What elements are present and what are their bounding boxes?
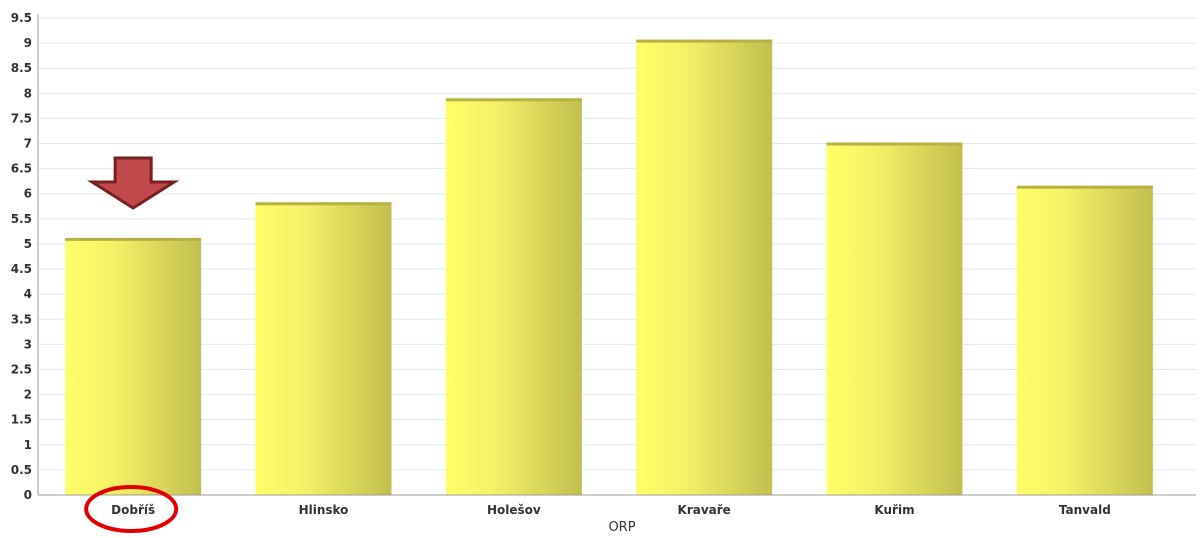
x-tick-label: Hlinsko [299, 503, 349, 517]
bar-top-edge [1016, 185, 1153, 189]
gridlines [38, 17, 1196, 471]
x-tick-labels: Dobříš Hlinsko Holešov Kravaře Kuřim Tanvald [111, 503, 1111, 517]
bars [65, 39, 1153, 496]
y-tick-label: 4 [24, 287, 32, 301]
y-tick-label: 1 [24, 438, 32, 452]
y-tick-label: 4.5 [11, 262, 32, 276]
bar [65, 237, 202, 495]
y-tick-label: 0.5 [11, 463, 32, 477]
x-tick-label: Holešov [487, 503, 541, 517]
bar [636, 39, 773, 496]
bar [826, 142, 963, 496]
bar [255, 202, 392, 495]
y-tick-label: 8.5 [11, 61, 32, 75]
axes [37, 14, 1196, 496]
x-axis-title: ORP [608, 520, 635, 535]
x-tick-label: Kravaře [678, 503, 731, 517]
y-tick-label: 8 [24, 86, 32, 100]
bar-top-edge [65, 237, 202, 241]
highlight-circle [84, 485, 179, 533]
y-tick-label: 6.5 [11, 162, 32, 176]
y-tick-label: 7 [24, 137, 32, 151]
y-tick-label: 6 [24, 187, 32, 201]
y-tick-label: 3 [24, 337, 32, 351]
bar-top-edge [445, 98, 582, 102]
y-tick-labels: 0 0.5 1 1.5 2 2.5 3 3.5 4 4.5 5 5.5 6 6.5 7 7.5 8 8.5 9 9.5 [11, 11, 32, 502]
bar [1016, 185, 1153, 495]
y-tick-label: 2.5 [11, 362, 32, 376]
y-tick-label: 2 [24, 388, 32, 402]
y-tick-label: 5.5 [11, 212, 32, 226]
x-tick-label: Kuřim [874, 503, 914, 517]
y-tick-label: 0 [24, 488, 32, 502]
bar-top-edge [636, 39, 773, 43]
annotations [84, 156, 180, 533]
y-tick-label: 9.5 [11, 11, 32, 25]
y-tick-label: 3.5 [11, 312, 32, 326]
y-tick-label: 5 [24, 237, 32, 251]
x-tick-label: Tanvald [1059, 503, 1111, 517]
y-tick-label: 7.5 [11, 111, 32, 125]
y-tick-label: 1.5 [11, 413, 32, 427]
down-arrow-icon [87, 156, 180, 210]
bar-top-edge [826, 142, 963, 146]
bar [445, 98, 582, 495]
x-tick-label: Dobříš [111, 503, 155, 517]
bar-top-edge [255, 202, 392, 206]
y-tick-label: 9 [24, 36, 32, 50]
